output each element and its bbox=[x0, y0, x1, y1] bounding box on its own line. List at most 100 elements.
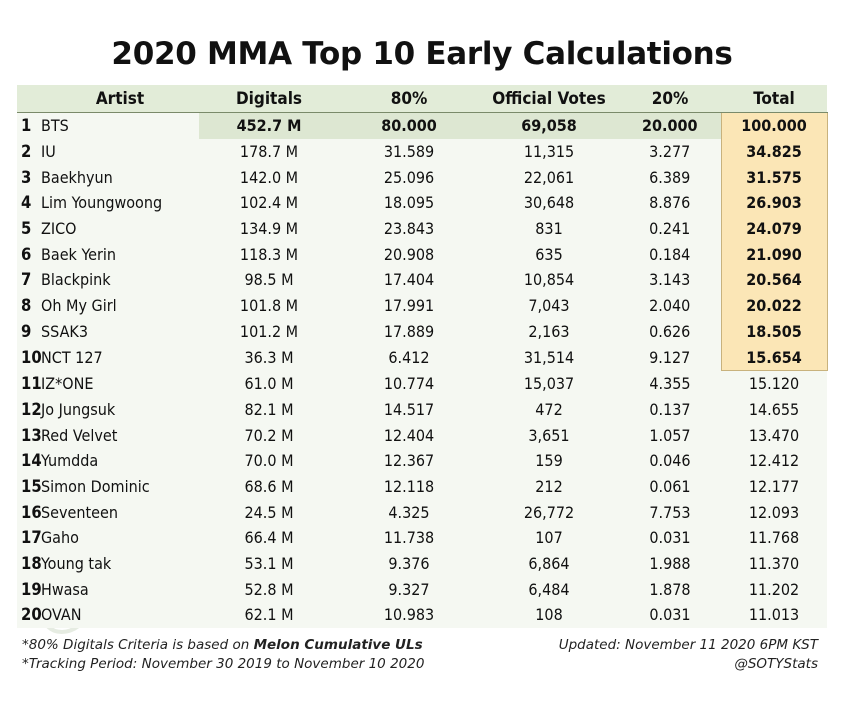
votes-cell: 472 bbox=[535, 399, 563, 419]
pct20-cell: 0.031 bbox=[649, 605, 691, 625]
rank-cell: 4 bbox=[21, 193, 32, 213]
pct80-cell: 80.000 bbox=[339, 112, 479, 139]
digitals-cell: 61.0 M bbox=[244, 373, 294, 393]
rank-cell: 16 bbox=[21, 502, 42, 522]
pct80-cell: 23.843 bbox=[383, 219, 435, 239]
footnote-tracking-period: *Tracking Period: November 30 2019 to No… bbox=[22, 656, 425, 672]
pct80-cell: 12.367 bbox=[383, 451, 435, 471]
table-row: 5 ZICO 134.9 M 23.843 831 0.241 24.079 bbox=[17, 215, 828, 242]
digitals-cell: 102.4 M bbox=[239, 193, 299, 213]
artist-cell: ZICO bbox=[41, 219, 77, 239]
total-cell: 11.370 bbox=[748, 554, 800, 574]
votes-cell: 26,772 bbox=[523, 502, 575, 522]
total-cell: 31.575 bbox=[720, 164, 828, 191]
rank-cell: 7 bbox=[21, 270, 32, 290]
artist-cell: Hwasa bbox=[41, 579, 89, 599]
source-handle: @SOTYStats bbox=[734, 656, 818, 672]
digitals-cell: 134.9 M bbox=[239, 219, 299, 239]
total-cell: 21.090 bbox=[720, 241, 828, 268]
column-header-rank bbox=[17, 85, 41, 113]
rank-cell: 10 bbox=[21, 347, 42, 367]
votes-cell: 2,163 bbox=[528, 321, 570, 341]
table-row: 9 SSAK3 101.2 M 17.889 2,163 0.626 18.505 bbox=[17, 318, 828, 345]
votes-cell: 635 bbox=[535, 244, 563, 264]
rank-cell: 3 bbox=[21, 167, 32, 187]
digitals-cell: 66.4 M bbox=[244, 528, 294, 548]
artist-cell: SSAK3 bbox=[41, 321, 89, 341]
digitals-cell: 52.8 M bbox=[244, 579, 294, 599]
votes-cell: 11,315 bbox=[523, 142, 575, 162]
votes-cell: 30,648 bbox=[523, 193, 575, 213]
pct20-cell: 3.277 bbox=[649, 142, 691, 162]
votes-cell: 31,514 bbox=[523, 347, 575, 367]
artist-cell: Gaho bbox=[41, 528, 79, 548]
total-cell: 11.768 bbox=[748, 528, 800, 548]
pct20-cell: 7.753 bbox=[649, 502, 691, 522]
table-header-row: Artist Digitals 80% Official Votes 20% T… bbox=[17, 85, 827, 113]
pct80-cell: 18.095 bbox=[383, 193, 435, 213]
pct20-cell: 0.031 bbox=[649, 528, 691, 548]
rank-cell: 19 bbox=[21, 579, 42, 599]
pct80-cell: 17.889 bbox=[383, 321, 435, 341]
pct80-cell: 12.118 bbox=[383, 476, 435, 496]
pct80-cell: 4.325 bbox=[388, 502, 430, 522]
pct80-cell: 17.991 bbox=[383, 296, 435, 316]
rank-cell: 15 bbox=[21, 476, 42, 496]
rank-cell: 11 bbox=[21, 373, 42, 393]
table-row: 2 IU 178.7 M 31.589 11,315 3.277 34.825 bbox=[17, 138, 828, 165]
total-cell: 34.825 bbox=[720, 138, 828, 165]
pct20-cell: 1.988 bbox=[649, 554, 691, 574]
footer-credits: Updated: November 11 2020 6PM KST @SOTYS… bbox=[559, 636, 818, 674]
footer-notes: *80% Digitals Criteria is based on Melon… bbox=[22, 636, 424, 674]
rank-cell: 18 bbox=[21, 554, 42, 574]
pct80-cell: 11.738 bbox=[383, 528, 435, 548]
total-cell: 15.120 bbox=[748, 374, 800, 394]
digitals-cell: 24.5 M bbox=[244, 502, 294, 522]
votes-cell: 831 bbox=[535, 219, 563, 239]
rank-cell: 2 bbox=[21, 142, 32, 162]
artist-cell: IU bbox=[41, 142, 56, 162]
pct80-cell: 17.404 bbox=[383, 270, 435, 290]
pct20-cell: 2.040 bbox=[649, 296, 691, 316]
votes-cell: 3,651 bbox=[528, 425, 570, 445]
total-cell: 13.470 bbox=[748, 425, 800, 445]
pct20-cell: 3.143 bbox=[649, 270, 691, 290]
votes-cell: 6,864 bbox=[528, 554, 570, 574]
ranking-table-container: @SOTYStats @SOTYStats @SOTYStats @SOTYSt… bbox=[17, 85, 828, 638]
digitals-cell: 98.5 M bbox=[244, 270, 294, 290]
digitals-cell: 101.8 M bbox=[239, 296, 299, 316]
column-header-votes: Official Votes bbox=[479, 85, 619, 113]
table-row: 16 Seventeen 24.5 M 4.325 26,772 7.753 12.093 bbox=[17, 499, 827, 525]
artist-cell: NCT 127 bbox=[41, 347, 103, 367]
pct20-cell: 6.389 bbox=[649, 167, 691, 187]
artist-cell: Seventeen bbox=[41, 502, 118, 522]
artist-cell: OVAN bbox=[41, 605, 82, 625]
pct20-cell: 0.061 bbox=[649, 476, 691, 496]
votes-cell: 212 bbox=[535, 476, 563, 496]
votes-cell: 7,043 bbox=[528, 296, 570, 316]
pct20-cell: 1.057 bbox=[649, 425, 691, 445]
votes-cell: 69,058 bbox=[479, 112, 619, 139]
artist-cell: Simon Dominic bbox=[41, 476, 150, 496]
pct20-cell: 8.876 bbox=[649, 193, 691, 213]
pct20-cell: 0.046 bbox=[649, 451, 691, 471]
digitals-cell: 142.0 M bbox=[239, 167, 299, 187]
pct80-cell: 12.404 bbox=[383, 425, 435, 445]
votes-cell: 6,484 bbox=[528, 579, 570, 599]
artist-cell: BTS bbox=[41, 116, 69, 136]
votes-cell: 108 bbox=[535, 605, 563, 625]
rank-cell: 5 bbox=[21, 219, 32, 239]
table-body: 1 BTS 452.7 M 80.000 69,058 20.000 100.000 2 IU 1… bbox=[17, 111, 828, 628]
pct80-cell: 25.096 bbox=[383, 167, 435, 187]
table-row: 11 IZ*ONE 61.0 M 10.774 15,037 4.355 15.120 bbox=[17, 370, 827, 397]
table-row: 10 NCT 127 36.3 M 6.412 31,514 9.127 15.654 bbox=[17, 344, 828, 371]
digitals-cell: 70.0 M bbox=[244, 451, 294, 471]
column-header-pct20: 20% bbox=[619, 85, 721, 113]
total-cell: 26.903 bbox=[720, 190, 828, 216]
digitals-cell: 452.7 M bbox=[199, 112, 339, 139]
artist-cell: IZ*ONE bbox=[41, 373, 94, 393]
rank-cell: 17 bbox=[21, 528, 42, 548]
total-cell: 20.022 bbox=[720, 292, 828, 319]
footnote-criteria-bold: Melon Cumulative ULs bbox=[253, 637, 423, 653]
table-row: 4 Lim Youngwoong 102.4 M 18.095 30,648 8.876 2… bbox=[17, 190, 828, 216]
